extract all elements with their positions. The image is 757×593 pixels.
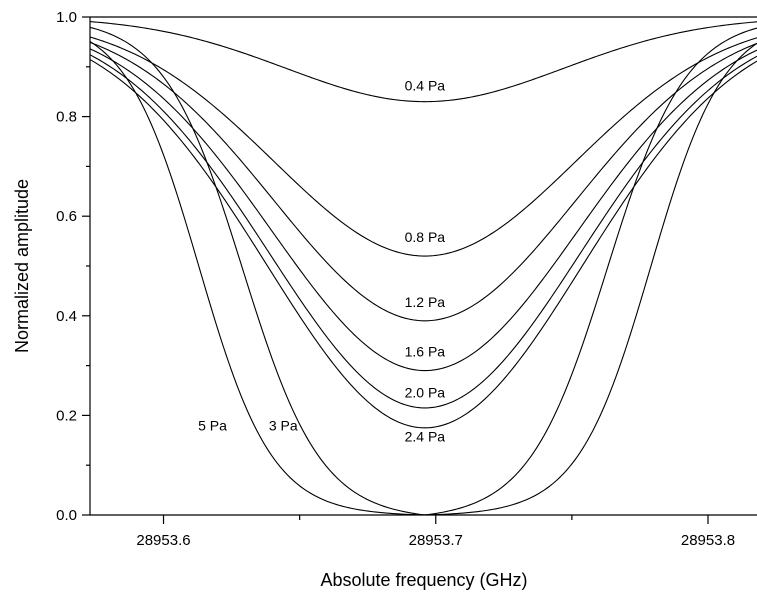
y-ticks-group: 0.0 0.2 0.4 0.6 0.8 1.0 <box>56 9 90 524</box>
y-tick-label: 0.0 <box>56 507 77 524</box>
y-tick-label: 0.8 <box>56 109 77 126</box>
curve-2-4-pa <box>89 59 757 429</box>
curve-2-0-pa <box>89 54 757 409</box>
x-axis-title: Absolute frequency (GHz) <box>320 570 527 590</box>
y-axis-title: Normalized amplitude <box>12 179 32 353</box>
x-ticks-group: 28953.6 28953.7 28953.8 <box>136 515 735 549</box>
curve-label-3-pa: 3 Pa <box>269 417 298 433</box>
y-tick-label: 1.0 <box>56 9 77 26</box>
curve-label-2-4-pa: 2.4 Pa <box>405 428 446 444</box>
curve-1-6-pa <box>89 48 757 372</box>
curve-1-2-pa <box>89 41 757 322</box>
curve-labels-group: 0.4 Pa 0.8 Pa 1.2 Pa 1.6 Pa 2.0 Pa 2.4 Pa 3 Pa… <box>198 78 445 445</box>
curve-0-4-pa <box>89 21 757 103</box>
x-tick-label: 28953.7 <box>409 532 463 549</box>
curve-label-1-2-pa: 1.2 Pa <box>405 294 446 310</box>
curve-label-0-8-pa: 0.8 Pa <box>405 229 446 245</box>
curve-0-8-pa <box>89 36 757 257</box>
x-tick-label: 28953.6 <box>136 532 190 549</box>
y-tick-label: 0.4 <box>56 308 77 325</box>
y-tick-label: 0.2 <box>56 407 77 424</box>
x-tick-label: 28953.8 <box>681 532 735 549</box>
y-tick-label: 0.6 <box>56 208 77 225</box>
curve-label-2-0-pa: 2.0 Pa <box>405 384 446 400</box>
curve-label-0-4-pa: 0.4 Pa <box>405 78 446 94</box>
curve-label-1-6-pa: 1.6 Pa <box>405 344 446 360</box>
curve-label-5-pa: 5 Pa <box>198 417 227 433</box>
